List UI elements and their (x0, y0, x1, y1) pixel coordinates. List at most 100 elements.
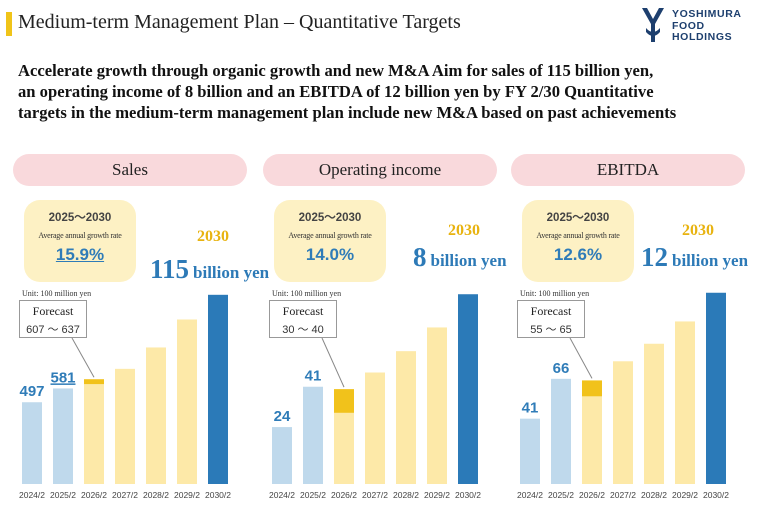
operating-income-tick-2030/2: 2030/2 (455, 490, 481, 500)
sales-forecast-title: Forecast (32, 304, 74, 318)
sales-target-number: 115 (150, 254, 190, 284)
ebitda-bar-2028/2 (644, 343, 664, 484)
ebitda-bar-2027/2 (613, 361, 633, 484)
sales-bar-2028/2 (146, 347, 166, 484)
operating-income-tick-2026/2: 2026/2 (331, 490, 357, 500)
operating-income-tick-2028/2: 2028/2 (393, 490, 419, 500)
sales-tick-2025/2: 2025/2 (50, 490, 76, 500)
ebitda-target-year: 2030 (682, 222, 714, 239)
sales-bar-2024/2 (22, 402, 42, 484)
sales-tick-2030/2: 2030/2 (205, 490, 231, 500)
ebitda-growth-period: 2025～2030 (546, 212, 610, 224)
sales-tick-2026/2: 2026/2 (81, 490, 107, 500)
headline-line-1: Accelerate growth through organic growth… (18, 61, 654, 80)
sales-pill: Sales (13, 154, 247, 186)
sales-target-unit: billion yen (193, 263, 270, 282)
operating-income-bar-2026/2-base (334, 412, 354, 484)
ebitda-chart: 2024/2 2025/2 2026/2 2027/2 2028/2 2029/2 2030… (517, 292, 729, 500)
sales-target-year: 2030 (197, 228, 229, 245)
logo-line-3: HOLDINGS (672, 31, 733, 43)
sales-bar-2029/2 (177, 319, 197, 484)
operating-income-unit-label: Unit: 100 million yen (272, 289, 342, 298)
ebitda-tick-2026/2: 2026/2 (579, 490, 605, 500)
company-logo: YOSHIMURA FOOD HOLDINGS (640, 6, 760, 46)
headline-line-2: an operating income of 8 billion and an … (18, 82, 654, 101)
ebitda-forecast-box: Forecast 55 ～ 65 (517, 300, 585, 338)
operating-income-bar-2030/2 (458, 294, 478, 484)
sales-chart: 2024/2 2025/2 2026/2 2027/2 2028/2 2029/2 2030… (19, 294, 231, 500)
ebitda-tick-2028/2: 2028/2 (641, 490, 667, 500)
sales-value-label-2025/2: 581 (50, 369, 75, 386)
ebitda-bar-2024/2 (520, 418, 540, 484)
ebitda-bar-2026/2-base (582, 396, 602, 484)
sales-bar-2026/2-range (84, 379, 104, 385)
ebitda-forecast-leader (569, 337, 593, 379)
ebitda-target-unit: billion yen (672, 251, 749, 270)
operating-income-target-number: 8 (413, 242, 427, 272)
sales-growth-label: Average annual growth rate (38, 231, 122, 240)
operating-income-growth-label: Average annual growth rate (288, 231, 372, 240)
logo-line-1: YOSHIMURA (672, 8, 742, 20)
ebitda-bar-2026/2-range (582, 380, 602, 397)
sales-panel: 2024/2 2025/2 2026/2 2027/2 2028/2 2029/2 2030… (10, 150, 269, 506)
sales-tick-2029/2: 2029/2 (174, 490, 200, 500)
ebitda-pill: EBITDA (511, 154, 745, 186)
headline: Accelerate growth through organic growth… (18, 60, 758, 123)
ebitda-target-value: 12 billion yen (641, 242, 748, 273)
logo-line-2: FOOD (672, 19, 705, 32)
sales-bar-2026/2-base (84, 384, 104, 484)
operating-income-growth-value: 14.0% (305, 245, 355, 264)
headline-line-3: targets in the medium-term management pl… (18, 103, 677, 122)
title-accent-bar (6, 12, 12, 36)
ebitda-bar-2030/2 (706, 292, 726, 484)
ebitda-tick-2029/2: 2029/2 (672, 490, 698, 500)
operating-income-bar-2027/2 (365, 372, 385, 484)
ebitda-tick-2024/2: 2024/2 (517, 490, 543, 500)
sales-bar-2030/2 (208, 294, 228, 484)
sales-forecast-box: Forecast 607 ～ 637 (19, 300, 87, 338)
ebitda-bar-2029/2 (675, 321, 695, 484)
operating-income-bar-2025/2 (303, 386, 323, 484)
ebitda-tick-2030/2: 2030/2 (703, 490, 729, 500)
sales-tick-2028/2: 2028/2 (143, 490, 169, 500)
ebitda-panel: 2024/2 2025/2 2026/2 2027/2 2028/2 2029/2 2030… (508, 150, 758, 506)
operating-income-chart: 2024/2 2025/2 2026/2 2027/2 2028/2 2029/2 2030… (269, 294, 481, 500)
operating-income-tick-2024/2: 2024/2 (269, 490, 295, 500)
operating-income-growth-period: 2025～2030 (298, 212, 362, 224)
ebitda-target-number: 12 (641, 242, 668, 272)
operating-income-value-label-2025/2: 41 (305, 368, 322, 385)
sales-value-label-2024/2: 497 (19, 383, 44, 400)
operating-income-bar-2024/2 (272, 427, 292, 484)
operating-income-panel: 2024/2 2025/2 2026/2 2027/2 2028/2 2029/2 2030… (260, 150, 510, 506)
sales-bar-2027/2 (115, 368, 135, 484)
sales-growth-value: 15.9% (55, 245, 105, 264)
operating-income-target-unit: billion yen (430, 251, 507, 270)
sales-forecast-leader (71, 337, 95, 378)
sales-growth-period: 2025～2030 (48, 212, 112, 224)
ebitda-tick-2025/2: 2025/2 (548, 490, 574, 500)
operating-income-target-year: 2030 (448, 222, 480, 239)
ebitda-tick-2027/2: 2027/2 (610, 490, 636, 500)
operating-income-tick-2027/2: 2027/2 (362, 490, 388, 500)
page-title: Medium-term Management Plan – Quantitati… (18, 11, 461, 33)
sales-growth-box: 2025～2030 Average annual growth rate 15.… (24, 200, 136, 282)
ebitda-growth-label: Average annual growth rate (536, 231, 620, 240)
operating-income-pill: Operating income (263, 154, 497, 186)
operating-income-target-value: 8 billion yen (413, 242, 507, 273)
ebitda-growth-box: 2025～2030 Average annual growth rate 12.… (522, 200, 634, 282)
operating-income-bar-2028/2 (396, 351, 416, 484)
ebitda-forecast-title: Forecast (530, 304, 572, 318)
operating-income-forecast-title: Forecast (282, 304, 324, 318)
ebitda-value-label-2024/2: 41 (522, 400, 539, 417)
operating-income-forecast-range: 30 ～ 40 (282, 324, 324, 336)
sales-unit-label: Unit: 100 million yen (22, 289, 92, 298)
ebitda-forecast-range: 55 ～ 65 (530, 324, 572, 336)
operating-income-growth-box: 2025～2030 Average annual growth rate 14.… (274, 200, 386, 282)
sales-tick-2027/2: 2027/2 (112, 490, 138, 500)
operating-income-tick-2025/2: 2025/2 (300, 490, 326, 500)
operating-income-forecast-box: Forecast 30 ～ 40 (269, 300, 337, 338)
operating-income-bar-2026/2-range (334, 389, 354, 413)
sales-bar-2025/2 (53, 388, 73, 484)
operating-income-bar-2029/2 (427, 327, 447, 484)
sales-tick-2024/2: 2024/2 (19, 490, 45, 500)
